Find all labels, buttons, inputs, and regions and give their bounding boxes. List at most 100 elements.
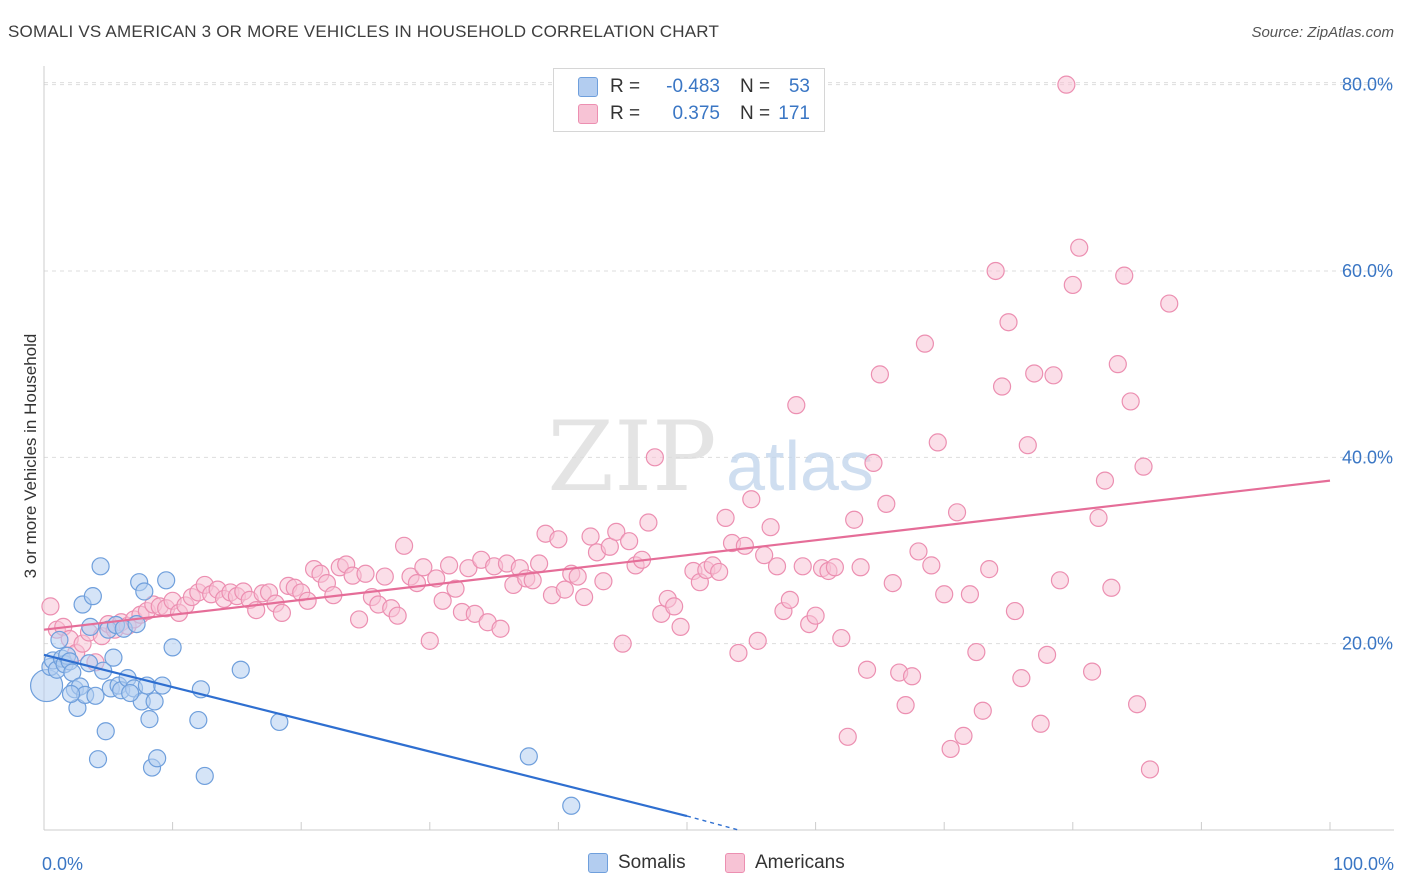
somalis-trendline-extension bbox=[686, 815, 739, 831]
americans-point bbox=[575, 587, 594, 607]
somalis-point bbox=[519, 747, 538, 766]
x-tick-label: 0.0% bbox=[42, 854, 83, 874]
americans-point bbox=[439, 556, 459, 575]
y-tick-labels: 20.0% 40.0% 60.0% 80.0% bbox=[1342, 75, 1393, 654]
americans-point bbox=[845, 510, 864, 529]
americans-point bbox=[710, 562, 729, 582]
americans-point bbox=[272, 603, 292, 623]
americans-point bbox=[356, 564, 375, 583]
americans-point bbox=[613, 634, 632, 653]
legend-n-label: N = bbox=[740, 103, 771, 124]
americans-point bbox=[825, 558, 844, 577]
americans-point bbox=[883, 573, 902, 593]
somalis-point bbox=[195, 766, 214, 786]
americans-point bbox=[748, 631, 767, 650]
americans-point bbox=[1025, 364, 1044, 383]
americans-point bbox=[954, 726, 973, 745]
americans-point bbox=[787, 396, 806, 415]
americans-point bbox=[349, 610, 369, 629]
americans-point bbox=[1160, 294, 1179, 313]
legend-r-label: R = bbox=[610, 76, 641, 97]
somalis-point bbox=[163, 638, 182, 657]
legend-n-label: N = bbox=[740, 76, 771, 97]
americans-point bbox=[1108, 355, 1127, 374]
americans-point bbox=[902, 667, 922, 686]
somalis-point bbox=[148, 749, 167, 768]
americans-point bbox=[1031, 714, 1050, 733]
americans-point bbox=[555, 580, 574, 599]
americans-point bbox=[1044, 366, 1063, 385]
trendlines bbox=[43, 479, 1331, 831]
americans-point bbox=[896, 696, 915, 715]
y-axis-title: 3 or more Vehicles in Household bbox=[21, 334, 40, 579]
americans-point bbox=[530, 554, 549, 573]
x-tick-marks bbox=[172, 822, 1331, 830]
legend-label-somalis: Somalis bbox=[618, 852, 686, 873]
americans-point bbox=[1102, 578, 1121, 597]
americans-point bbox=[549, 530, 568, 549]
americans-point bbox=[967, 642, 986, 662]
americans-point bbox=[1012, 669, 1031, 688]
americans-point bbox=[909, 542, 928, 561]
americans-point bbox=[729, 643, 748, 663]
somalis-point bbox=[83, 587, 102, 606]
americans-point bbox=[922, 556, 941, 575]
americans-point bbox=[594, 572, 613, 591]
chart-title: SOMALI VS AMERICAN 3 OR MORE VEHICLES IN… bbox=[8, 22, 720, 41]
americans-point bbox=[607, 522, 626, 541]
somalis-point bbox=[104, 648, 123, 667]
y-tick-label: 40.0% bbox=[1342, 447, 1393, 467]
x-tick-label: 100.0% bbox=[1333, 854, 1394, 874]
americans-point bbox=[1037, 645, 1057, 664]
series-americans bbox=[41, 75, 1179, 779]
somalis-point bbox=[121, 683, 140, 703]
somalis-point bbox=[81, 617, 100, 636]
legend-row-americans: R = 0.375 N = 171 bbox=[578, 102, 810, 126]
americans-point bbox=[620, 532, 639, 551]
americans-point bbox=[1063, 275, 1082, 295]
somalis-point bbox=[140, 710, 159, 729]
americans-point bbox=[1018, 436, 1037, 455]
americans-point bbox=[857, 660, 877, 679]
somalis-point bbox=[189, 710, 208, 730]
americans-point bbox=[41, 597, 60, 616]
americans-point bbox=[761, 518, 780, 537]
y-tick-label: 80.0% bbox=[1342, 75, 1393, 95]
watermark-zip: ZIP bbox=[547, 401, 716, 513]
americans-point bbox=[742, 490, 761, 509]
americans-point bbox=[999, 313, 1018, 332]
americans-point bbox=[1140, 760, 1160, 779]
americans-point bbox=[980, 560, 999, 579]
americans-trendline bbox=[43, 479, 1331, 631]
somalis-point bbox=[562, 796, 581, 815]
legend-label-americans: Americans bbox=[755, 852, 845, 873]
americans-point bbox=[716, 508, 735, 527]
americans-point bbox=[1005, 601, 1025, 621]
legend-row-somalis: R = -0.483 N = 53 bbox=[578, 75, 810, 99]
americans-point bbox=[645, 448, 664, 467]
americans-point bbox=[992, 377, 1012, 396]
americans-point bbox=[935, 585, 954, 604]
americans-point bbox=[832, 628, 851, 648]
legend-r-label: R = bbox=[610, 103, 641, 124]
legend-item-americans: Americans bbox=[725, 852, 845, 874]
americans-point bbox=[407, 573, 427, 593]
americans-point bbox=[806, 606, 825, 625]
americans-point bbox=[446, 579, 465, 598]
series-somalis bbox=[29, 557, 581, 815]
americans-point bbox=[375, 567, 394, 586]
americans-point bbox=[639, 513, 658, 532]
americans-point bbox=[671, 617, 690, 636]
americans-point bbox=[960, 585, 980, 604]
americans-point bbox=[491, 619, 510, 638]
americans-point bbox=[780, 590, 799, 609]
americans-point bbox=[870, 365, 890, 384]
somalis-point bbox=[91, 557, 110, 576]
americans-point bbox=[394, 536, 414, 555]
americans-point bbox=[420, 631, 439, 650]
americans-point bbox=[465, 604, 484, 623]
americans-point bbox=[877, 494, 896, 514]
americans-point bbox=[1115, 266, 1134, 285]
americans-point bbox=[459, 559, 478, 578]
